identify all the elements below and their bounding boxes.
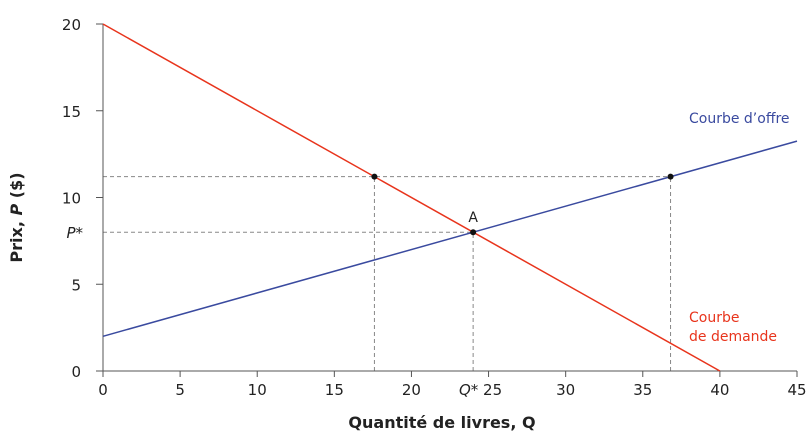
p-star-label: P*: [66, 224, 83, 242]
x-tick-label: 35: [633, 381, 652, 399]
data-point: [667, 173, 674, 180]
data-point: [470, 229, 477, 236]
demand-curve-label: de demande: [689, 329, 777, 345]
equilibrium-label: A: [468, 210, 478, 226]
y-tick-label: 5: [71, 276, 81, 294]
x-tick-label: 0: [98, 381, 108, 399]
supply-curve-label: Courbe d’offre: [689, 111, 790, 127]
x-tick-label: 20: [402, 381, 421, 399]
x-tick-label: 30: [556, 381, 575, 399]
demand-curve-label: Courbe: [689, 310, 739, 326]
x-tick-label: 40: [710, 381, 729, 399]
data-point: [371, 173, 378, 180]
demand-curve: [102, 23, 721, 372]
y-tick-label: 20: [62, 16, 81, 34]
x-tick-label: 45: [787, 381, 806, 399]
x-tick-label: 10: [248, 381, 267, 399]
x-tick-label: Q* 25: [459, 381, 502, 399]
x-tick-label: 15: [325, 381, 344, 399]
x-axis-label: Quantité de livres, Q: [348, 413, 535, 432]
supply-curve: [102, 140, 798, 338]
y-axis-label: Prix, P ($): [7, 172, 26, 262]
x-tick-label: 5: [175, 381, 185, 399]
y-tick-label: 0: [71, 363, 81, 381]
y-tick-label: 15: [62, 103, 81, 121]
y-tick-label: 10: [62, 190, 81, 208]
